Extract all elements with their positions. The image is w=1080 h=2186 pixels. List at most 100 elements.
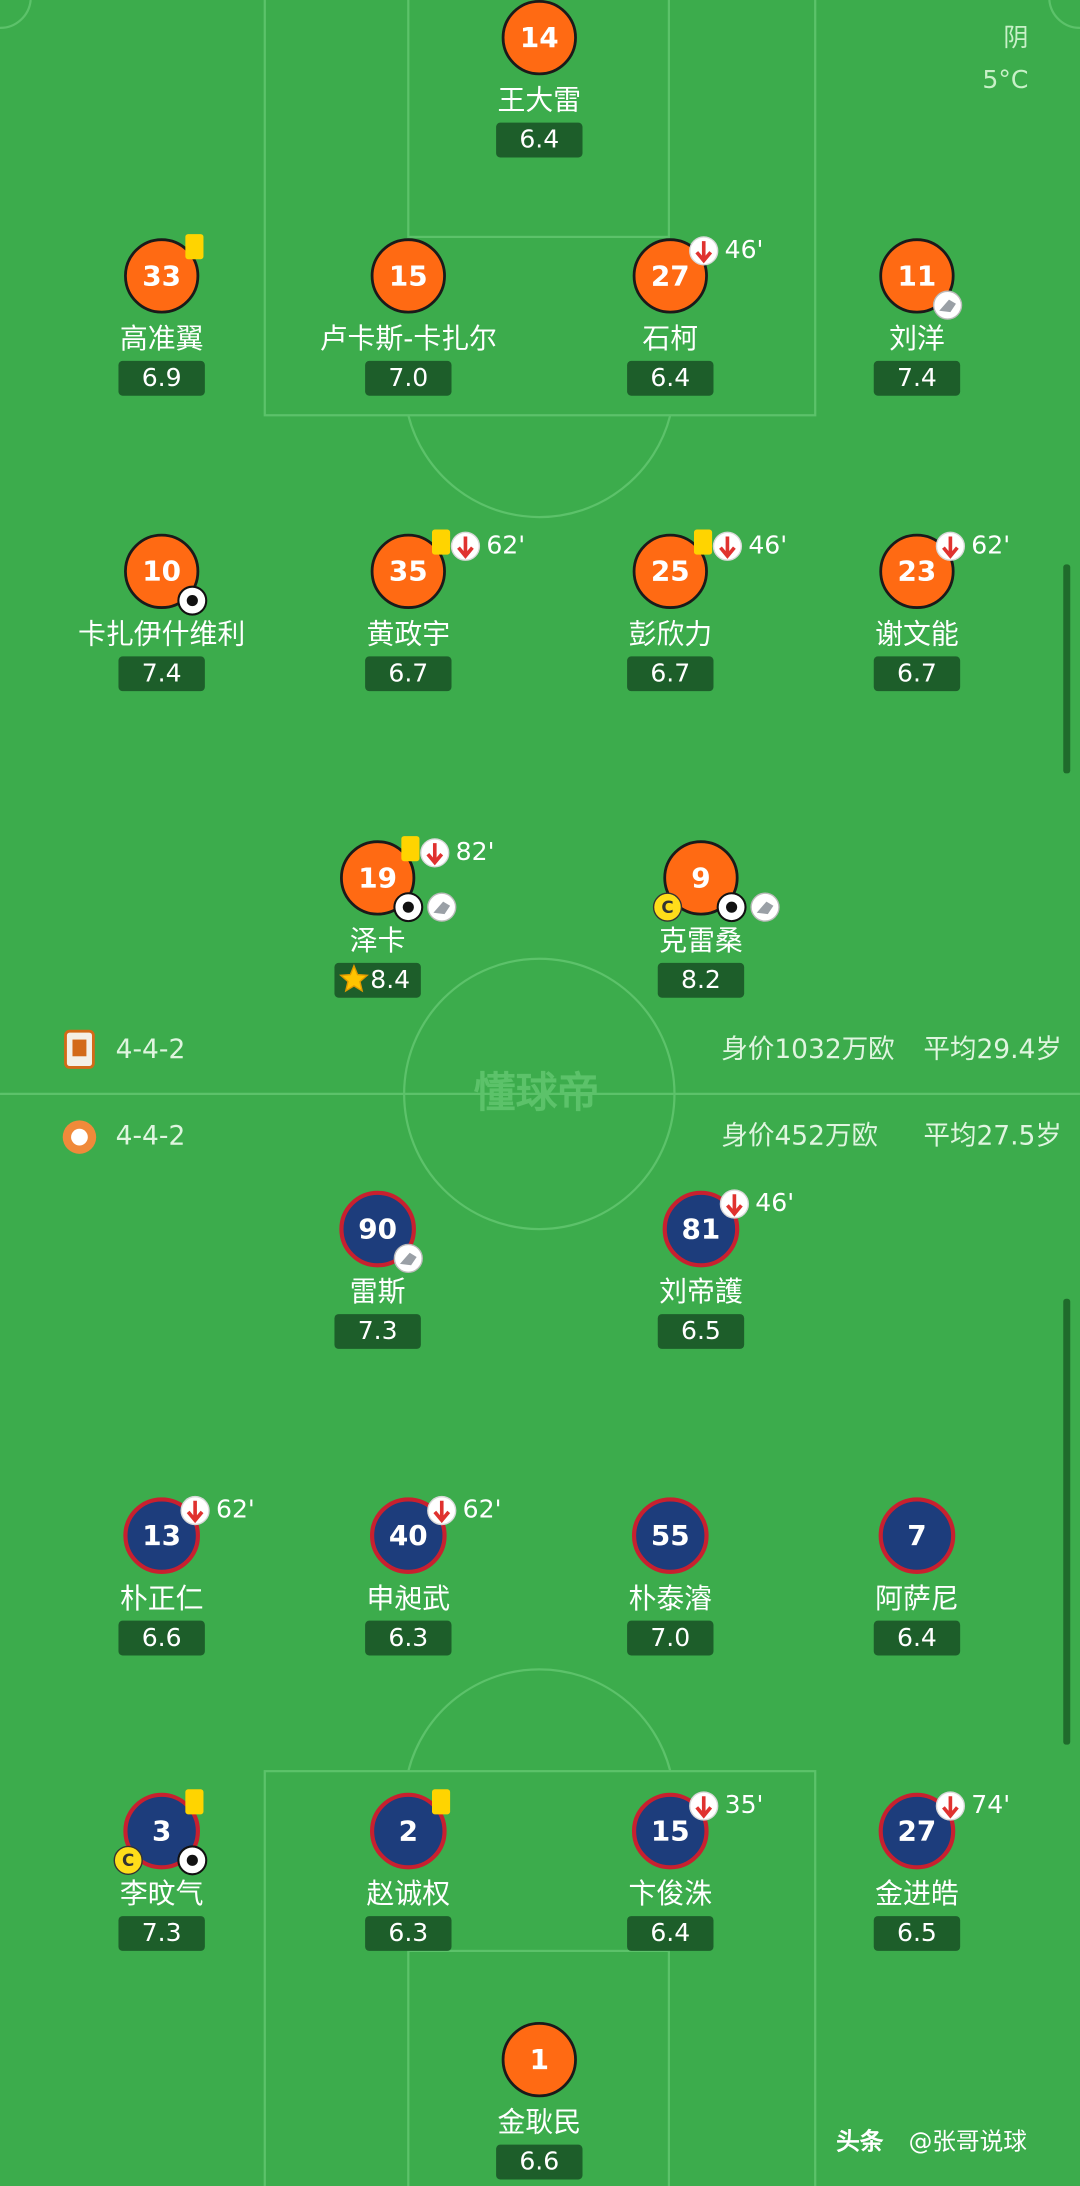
player-badge	[501, 2021, 577, 2098]
sub-minute: 46'	[748, 530, 787, 559]
player-name: 石柯	[642, 322, 698, 355]
player: 2 赵诚权 6.3	[365, 1789, 452, 1951]
player: 81 刘帝護 6.5 46'	[657, 1188, 794, 1349]
yellow-card	[432, 529, 451, 555]
weather-temperature: 5°C	[982, 65, 1028, 94]
player-badge	[124, 533, 200, 609]
player-name: 高准翼	[120, 322, 204, 355]
player-number: 81	[682, 1212, 721, 1245]
player-badge	[370, 533, 446, 609]
sub-arrow	[719, 536, 736, 559]
home-team-info: 4-4-2 身价1032万欧 平均29.4岁	[64, 1029, 1062, 1069]
player: 10 卡扎伊什维利 7.4	[78, 533, 245, 692]
sub-arrow	[695, 241, 713, 264]
player-rating: 6.6	[142, 1623, 182, 1652]
player-name: 刘帝護	[659, 1275, 743, 1308]
player-badge	[340, 840, 416, 916]
rating-box	[873, 1620, 961, 1656]
watermark: 懂球帝	[474, 1068, 599, 1117]
player-number: 9	[691, 861, 710, 894]
scroll-indicator	[1063, 1298, 1071, 1745]
player-number: 14	[520, 21, 559, 54]
player: 13 朴正仁 6.6 62'	[118, 1495, 255, 1656]
rating-box	[118, 1620, 205, 1656]
sub-arrow	[942, 1796, 959, 1819]
player-name: 金耿民	[498, 2106, 582, 2139]
player-rating: 6.5	[897, 1918, 937, 1947]
weather-condition: 阴	[1003, 23, 1028, 52]
sub-arrow	[457, 536, 474, 559]
player: 15 卢卡斯-卡扎尔 7.0	[320, 238, 497, 396]
player-badge	[662, 1190, 740, 1268]
rating-box	[334, 1314, 421, 1349]
player: 14 王大雷 6.4	[496, 0, 583, 158]
player-badge	[879, 238, 955, 314]
sub-minute: 46'	[725, 235, 764, 264]
player-name: 卢卡斯-卡扎尔	[320, 322, 497, 355]
yellow-card	[693, 529, 713, 555]
player-badge	[123, 1497, 200, 1574]
rating-box	[118, 360, 205, 396]
player-badge	[663, 840, 739, 916]
player-name: 申昶武	[367, 1582, 451, 1615]
goal-icon-center	[402, 901, 414, 913]
player-badge	[370, 238, 446, 314]
player-name: 谢文能	[875, 617, 959, 650]
sub-minute: 74'	[971, 1790, 1010, 1819]
player: 15 卞俊洙 6.4 35'	[627, 1790, 763, 1951]
player-name: 金进皓	[875, 1877, 959, 1910]
rating-box	[118, 1916, 205, 1951]
rating-box	[627, 1620, 714, 1656]
player: 27 金进皓 6.5 74'	[873, 1790, 1010, 1951]
player: 90 雷斯 7.3	[334, 1190, 423, 1349]
player-badge	[632, 533, 708, 609]
rating-box	[657, 1314, 745, 1349]
player-rating: 6.3	[388, 1623, 428, 1652]
player-number: 1	[530, 2043, 549, 2076]
player-rating: 7.0	[650, 1623, 690, 1652]
assist-boot	[399, 1252, 417, 1266]
player-rating: 6.7	[897, 658, 937, 687]
player-rating: 8.2	[681, 965, 721, 994]
sub-minute: 62'	[971, 530, 1010, 559]
goal-icon-center	[186, 595, 198, 607]
player: 40 申昶武 6.3 62'	[365, 1495, 501, 1656]
player-rating: 7.4	[897, 363, 937, 392]
player-name: 卡扎伊什维利	[78, 617, 245, 650]
player-number: 11	[898, 259, 937, 292]
rating-box	[365, 1620, 452, 1656]
rating-box	[365, 360, 452, 396]
player: 11 刘洋 7.4	[873, 238, 963, 396]
captain-badge	[652, 892, 683, 922]
player-name: 彭欣力	[628, 617, 712, 650]
player-number: 33	[142, 259, 181, 292]
footer-source: 头条	[836, 2128, 884, 2156]
captain-label: C	[661, 897, 673, 917]
player: 3 李旼气 7.3 C	[113, 1789, 208, 1951]
player-rating: 7.3	[358, 1316, 398, 1345]
rating-box	[496, 2144, 583, 2180]
player-badge	[123, 1792, 200, 1870]
player-number: 19	[358, 861, 397, 894]
player-number: 13	[142, 1519, 181, 1552]
sub-arrow	[695, 1796, 713, 1819]
footer: 头条 @张哥说球	[836, 2128, 1027, 2156]
player-rating: 8.4	[370, 965, 410, 994]
player-rating: 6.4	[519, 125, 559, 154]
player-rating: 6.6	[519, 2147, 559, 2176]
player-name: 黄政宇	[367, 617, 451, 650]
player-badge	[631, 1497, 709, 1574]
captain-label: C	[122, 1850, 134, 1870]
player-badge	[369, 1497, 447, 1574]
player: 19 泽卡 8.4 82'	[334, 836, 495, 998]
yellow-card	[401, 836, 420, 862]
sub-arrow	[726, 1194, 743, 1217]
player-badge	[878, 1497, 956, 1574]
player-name: 王大雷	[498, 84, 582, 117]
player-number: 2	[399, 1814, 418, 1847]
rating-box	[657, 962, 745, 998]
player-number: 27	[651, 259, 690, 292]
goal-icon-center	[726, 901, 738, 913]
player-name: 赵诚权	[367, 1877, 451, 1910]
